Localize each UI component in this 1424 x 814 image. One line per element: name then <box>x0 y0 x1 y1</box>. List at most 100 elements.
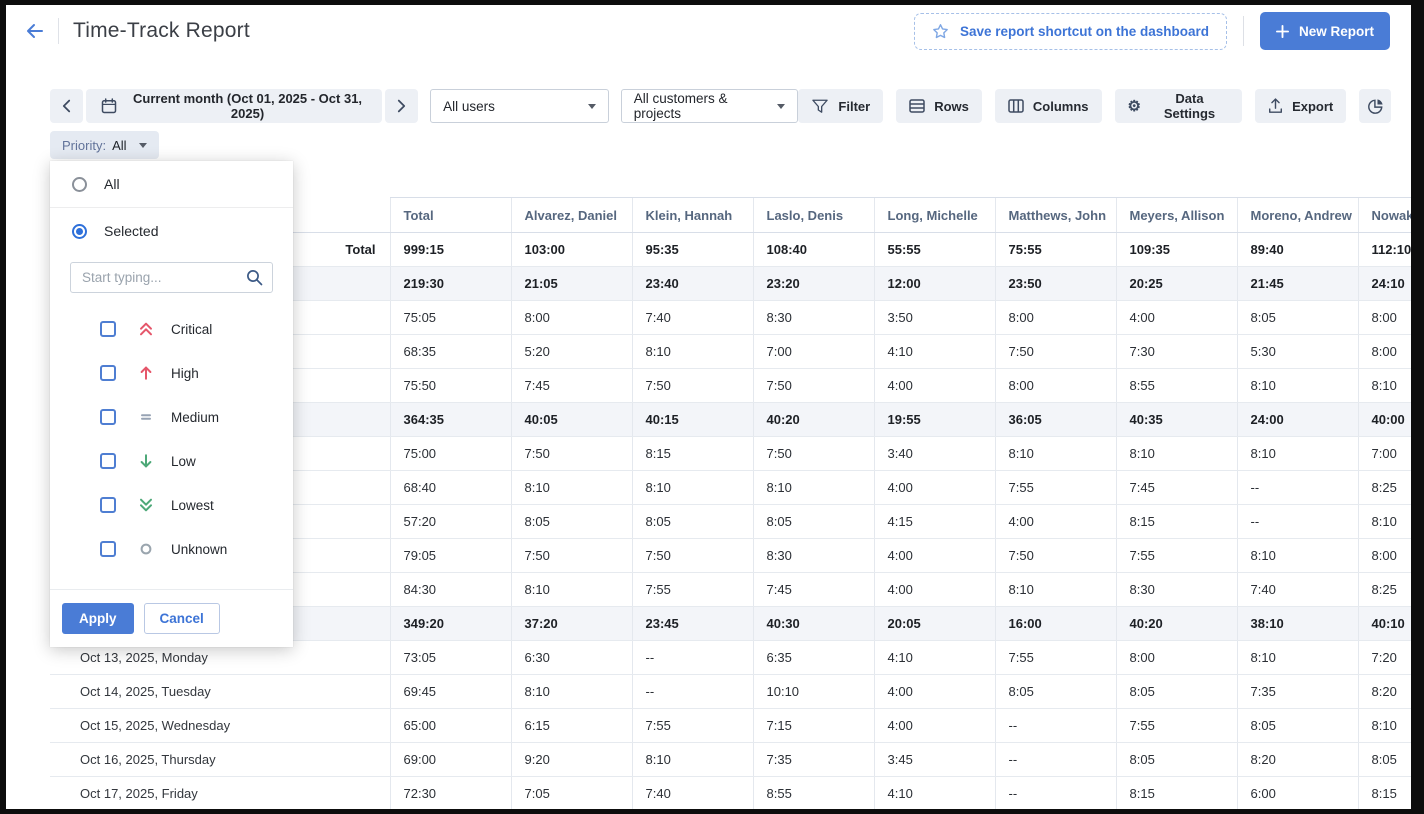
priority-search-input[interactable] <box>82 270 246 285</box>
filter-button[interactable]: Filter <box>798 89 884 123</box>
priority-option-selected[interactable]: Selected <box>50 208 293 254</box>
checkbox[interactable] <box>100 365 116 381</box>
time-cell: 36:05 <box>994 402 1116 437</box>
time-cell: 999:15 <box>389 232 511 267</box>
time-cell: 7:30 <box>1115 334 1237 369</box>
radio-selected-icon[interactable] <box>72 223 87 239</box>
time-cell: 7:50 <box>994 538 1116 573</box>
priority-option-all[interactable]: All <box>50 161 293 207</box>
time-cell: 4:00 <box>873 538 995 573</box>
table-row-day: Oct 16, 2025, Thursday 69:00 9:20 8:10 7:35 3… <box>50 742 1411 777</box>
time-cell: 79:05 <box>389 538 511 573</box>
users-filter-select[interactable]: All users <box>430 89 609 123</box>
priority-item-unknown[interactable]: Unknown <box>50 527 293 571</box>
users-filter-value: All users <box>443 98 495 114</box>
cancel-button[interactable]: Cancel <box>143 603 220 634</box>
time-cell: 8:05 <box>1357 742 1411 777</box>
report-page: Time-Track Report Save report shortcut o… <box>6 5 1411 809</box>
priority-item-lowest[interactable]: Lowest <box>50 483 293 527</box>
column-header: Moreno, Andrew <box>1236 197 1358 233</box>
radio-unselected-icon[interactable] <box>72 176 87 192</box>
time-cell: 7:50 <box>510 436 632 471</box>
columns-button[interactable]: Columns <box>994 89 1102 123</box>
apply-button[interactable]: Apply <box>62 603 134 634</box>
back-button[interactable] <box>22 18 48 44</box>
time-cell: 40:20 <box>752 402 874 437</box>
time-cell: 8:00 <box>1357 300 1411 335</box>
time-cell: 8:00 <box>994 368 1116 403</box>
priority-option-selected-label: Selected <box>104 223 159 239</box>
priority-item-label: High <box>171 365 199 381</box>
time-cell: 6:30 <box>510 640 632 675</box>
pie-chart-icon <box>1367 98 1384 115</box>
time-cell: 8:00 <box>994 300 1116 335</box>
time-cell: 8:10 <box>994 436 1116 471</box>
time-cell: 8:10 <box>1357 708 1411 743</box>
time-cell: 7:55 <box>631 708 753 743</box>
checkbox[interactable] <box>100 453 116 469</box>
priority-filter-button[interactable]: Priority: All <box>50 131 159 159</box>
time-cell: 4:15 <box>873 504 995 539</box>
checkbox[interactable] <box>100 409 116 425</box>
row-label: Oct 15, 2025, Wednesday <box>50 708 390 743</box>
time-cell: 8:10 <box>1357 504 1411 539</box>
next-period-button[interactable] <box>385 89 419 123</box>
checkbox[interactable] <box>100 497 116 513</box>
time-cell: 349:20 <box>389 606 511 641</box>
gear-icon: ⚙ <box>1127 97 1141 115</box>
export-button-label: Export <box>1292 98 1334 114</box>
priority-item-label: Lowest <box>171 497 214 513</box>
time-cell: 68:35 <box>389 334 511 369</box>
time-cell: 20:25 <box>1115 266 1237 301</box>
time-cell: 8:05 <box>994 674 1116 709</box>
column-header: Alvarez, Daniel <box>510 197 632 233</box>
time-cell: 6:15 <box>510 708 632 743</box>
time-cell: -- <box>631 640 753 675</box>
chart-view-button[interactable] <box>1359 89 1392 123</box>
time-cell: 69:45 <box>389 674 511 709</box>
data-settings-button[interactable]: ⚙ Data Settings <box>1114 89 1243 123</box>
column-header: Meyers, Allison <box>1115 197 1237 233</box>
time-cell: 4:00 <box>873 708 995 743</box>
time-cell: 40:05 <box>510 402 632 437</box>
time-cell: 8:10 <box>631 334 753 369</box>
rows-button-label: Rows <box>934 98 969 114</box>
chevron-down-icon <box>777 103 786 109</box>
priority-low-icon <box>139 454 155 468</box>
projects-filter-select[interactable]: All customers & projects <box>620 89 799 123</box>
time-cell: 24:00 <box>1236 402 1358 437</box>
time-cell: 8:00 <box>510 300 632 335</box>
row-label: Oct 14, 2025, Tuesday <box>50 674 390 709</box>
time-cell: 3:50 <box>873 300 995 335</box>
chevron-down-icon <box>587 103 596 109</box>
time-cell: 24:10 <box>1357 266 1411 301</box>
time-cell: 8:55 <box>752 776 874 809</box>
time-cell: 7:35 <box>752 742 874 777</box>
priority-item-medium[interactable]: Medium <box>50 395 293 439</box>
time-cell: 8:25 <box>1357 470 1411 505</box>
priority-item-high[interactable]: High <box>50 351 293 395</box>
date-range-button[interactable]: Current month (Oct 01, 2025 - Oct 31, 20… <box>85 89 383 123</box>
time-cell: 7:50 <box>631 538 753 573</box>
table-row-day: Oct 14, 2025, Tuesday 69:45 8:10 -- 10:10 4:0… <box>50 674 1411 709</box>
time-cell: 8:10 <box>510 470 632 505</box>
checkbox[interactable] <box>100 321 116 337</box>
filter-chips-row: Priority: All <box>50 131 1411 159</box>
priority-item-low[interactable]: Low <box>50 439 293 483</box>
save-shortcut-button[interactable]: Save report shortcut on the dashboard <box>913 12 1227 50</box>
prev-period-button[interactable] <box>50 89 83 123</box>
time-cell: 7:35 <box>1236 674 1358 709</box>
new-report-button[interactable]: New Report <box>1259 12 1390 50</box>
time-cell: 109:35 <box>1115 232 1237 267</box>
time-cell: 8:30 <box>752 300 874 335</box>
table-row-day: 84:30 8:10 7:55 7:45 4:00 8:10 8:30 7:40 8:25 <box>50 572 1411 607</box>
export-button[interactable]: Export <box>1255 89 1347 123</box>
time-cell: 8:15 <box>1357 776 1411 809</box>
time-cell: 75:05 <box>389 300 511 335</box>
priority-item-critical[interactable]: Critical <box>50 307 293 351</box>
rows-button[interactable]: Rows <box>896 89 982 123</box>
time-cell: 75:50 <box>389 368 511 403</box>
time-cell: 8:05 <box>510 504 632 539</box>
checkbox[interactable] <box>100 541 116 557</box>
time-cell: 5:30 <box>1236 334 1358 369</box>
